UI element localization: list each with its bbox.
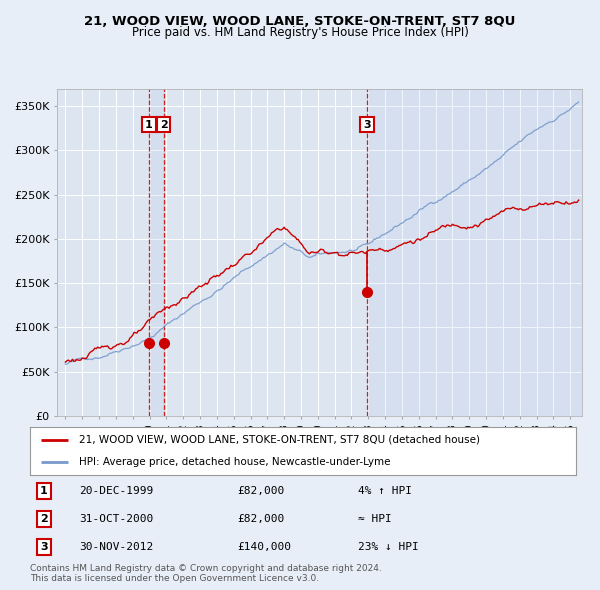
- Bar: [367, 88, 582, 416]
- Text: 1: 1: [40, 486, 47, 496]
- Bar: [149, 88, 164, 416]
- Text: 30-NOV-2012: 30-NOV-2012: [79, 542, 154, 552]
- Text: 23% ↓ HPI: 23% ↓ HPI: [358, 542, 418, 552]
- Text: 21, WOOD VIEW, WOOD LANE, STOKE-ON-TRENT, ST7 8QU (detached house): 21, WOOD VIEW, WOOD LANE, STOKE-ON-TRENT…: [79, 435, 480, 445]
- Text: £82,000: £82,000: [238, 514, 285, 524]
- Text: Contains HM Land Registry data © Crown copyright and database right 2024.
This d: Contains HM Land Registry data © Crown c…: [30, 564, 382, 584]
- Text: ≈ HPI: ≈ HPI: [358, 514, 391, 524]
- Text: 31-OCT-2000: 31-OCT-2000: [79, 514, 154, 524]
- Text: 21, WOOD VIEW, WOOD LANE, STOKE-ON-TRENT, ST7 8QU: 21, WOOD VIEW, WOOD LANE, STOKE-ON-TRENT…: [85, 15, 515, 28]
- Text: HPI: Average price, detached house, Newcastle-under-Lyme: HPI: Average price, detached house, Newc…: [79, 457, 391, 467]
- Text: 2: 2: [160, 120, 167, 130]
- Text: 1: 1: [145, 120, 153, 130]
- Text: Price paid vs. HM Land Registry's House Price Index (HPI): Price paid vs. HM Land Registry's House …: [131, 26, 469, 39]
- Text: 20-DEC-1999: 20-DEC-1999: [79, 486, 154, 496]
- Text: £82,000: £82,000: [238, 486, 285, 496]
- Text: 4% ↑ HPI: 4% ↑ HPI: [358, 486, 412, 496]
- Text: 3: 3: [363, 120, 371, 130]
- Text: 2: 2: [40, 514, 47, 524]
- Text: 3: 3: [40, 542, 47, 552]
- Text: £140,000: £140,000: [238, 542, 292, 552]
